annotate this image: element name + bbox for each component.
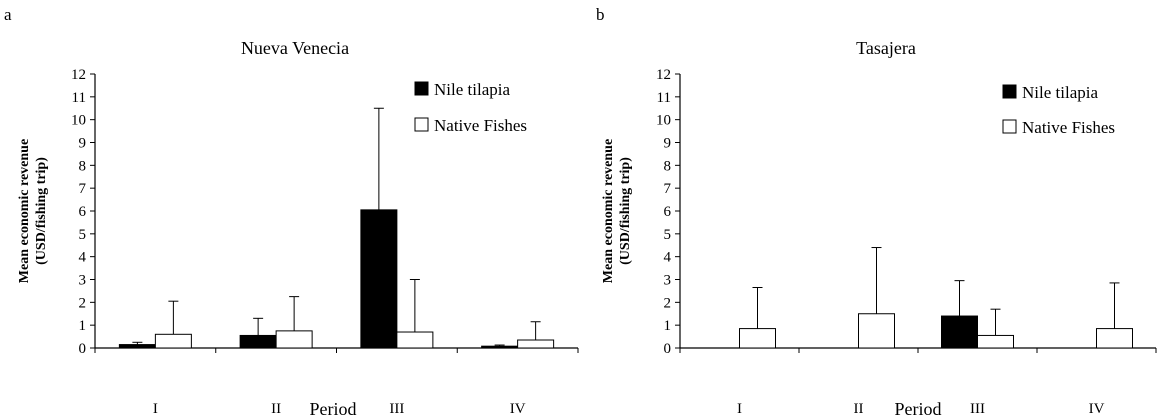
x-tick-label: III <box>389 401 404 417</box>
y-tick-label: 6 <box>79 204 87 220</box>
y-tick-label: 11 <box>72 90 86 106</box>
x-axis-title: Period <box>310 399 357 419</box>
legend: Nile tilapia Native Fishes <box>414 80 527 135</box>
y-axis-title-line-2: (USD/fishing trip) <box>618 157 633 265</box>
y-tick-label: 9 <box>79 136 87 152</box>
x-tick-label: IV <box>1089 401 1105 417</box>
y-tick-label: 0 <box>664 341 672 357</box>
bar-native-fishes <box>396 331 434 349</box>
bar-native-fishes <box>154 333 192 349</box>
y-tick-label: 10 <box>71 113 86 129</box>
bar-native-fishes <box>517 339 555 349</box>
bar-native-fishes <box>739 328 776 349</box>
y-tick-label: 3 <box>664 273 672 289</box>
bar-nile-tilapia <box>941 315 978 349</box>
x-tick-label: I <box>737 401 742 417</box>
y-tick-label: 4 <box>664 250 672 266</box>
y-tick-label: 2 <box>79 295 87 311</box>
chart-panel-b: b Tasajera Mean economic revenue (USD/fishi… <box>596 5 1157 419</box>
y-axis-title-line-1: Mean economic revenue <box>17 139 32 283</box>
legend-swatch-nile-tilapia <box>414 81 429 96</box>
legend-label-native-fishes: Native Fishes <box>1022 118 1115 137</box>
y-axis-title-line-2: (USD/fishing trip) <box>34 157 49 265</box>
y-tick-label: 2 <box>664 295 672 311</box>
bar-native-fishes <box>275 330 313 349</box>
legend-label-nile-tilapia: Nile tilapia <box>1022 83 1098 102</box>
y-tick-label: 10 <box>656 113 671 129</box>
panel-label: a <box>4 5 12 24</box>
y-tick-label: 8 <box>79 158 87 174</box>
y-tick-label: 0 <box>79 341 87 357</box>
y-tick-label: 1 <box>664 318 672 334</box>
legend-label-nile-tilapia: Nile tilapia <box>434 80 510 99</box>
y-axis-title-line-1: Mean economic revenue <box>601 139 616 283</box>
bar-nile-tilapia <box>360 209 398 349</box>
bar-nile-tilapia <box>481 345 519 349</box>
bar-native-fishes <box>858 313 895 349</box>
legend: Nile tilapia Native Fishes <box>1002 83 1115 137</box>
x-tick-label: I <box>153 401 158 417</box>
x-tick-label: IV <box>510 401 526 417</box>
chart-title: Nueva Venecia <box>241 38 349 58</box>
y-tick-label: 12 <box>71 67 86 83</box>
x-tick-label: II <box>854 401 864 417</box>
y-tick-label: 9 <box>664 136 672 152</box>
chart-panel-a: a Nueva Venecia Mean economic revenue (USD/… <box>4 5 579 419</box>
bar-native-fishes <box>977 334 1014 349</box>
y-tick-label: 1 <box>79 318 87 334</box>
legend-swatch-native-fishes <box>1002 119 1017 134</box>
legend-label-native-fishes: Native Fishes <box>434 116 527 135</box>
panel-label: b <box>596 5 605 24</box>
y-tick-label: 6 <box>664 204 672 220</box>
y-tick-label: 5 <box>664 227 672 243</box>
y-tick-label: 5 <box>79 227 87 243</box>
y-tick-label: 12 <box>656 67 671 83</box>
bar-nile-tilapia <box>239 334 277 349</box>
y-axis-title: Mean economic revenue (USD/fishing trip) <box>17 139 49 283</box>
bar-native-fishes <box>1096 328 1133 349</box>
y-tick-label: 4 <box>79 250 87 266</box>
y-axis-title: Mean economic revenue (USD/fishing trip) <box>601 139 633 283</box>
x-tick-label: II <box>271 401 281 417</box>
y-tick-label: 3 <box>79 273 87 289</box>
chart-title: Tasajera <box>856 38 916 58</box>
y-tick-label: 11 <box>657 90 671 106</box>
legend-swatch-native-fishes <box>414 117 429 132</box>
bar-nile-tilapia <box>118 344 156 349</box>
x-axis-title: Period <box>895 399 942 419</box>
y-tick-label: 8 <box>664 158 672 174</box>
legend-swatch-nile-tilapia <box>1002 84 1017 99</box>
y-tick-label: 7 <box>79 181 87 197</box>
x-tick-label: III <box>970 401 985 417</box>
y-tick-label: 7 <box>664 181 672 197</box>
